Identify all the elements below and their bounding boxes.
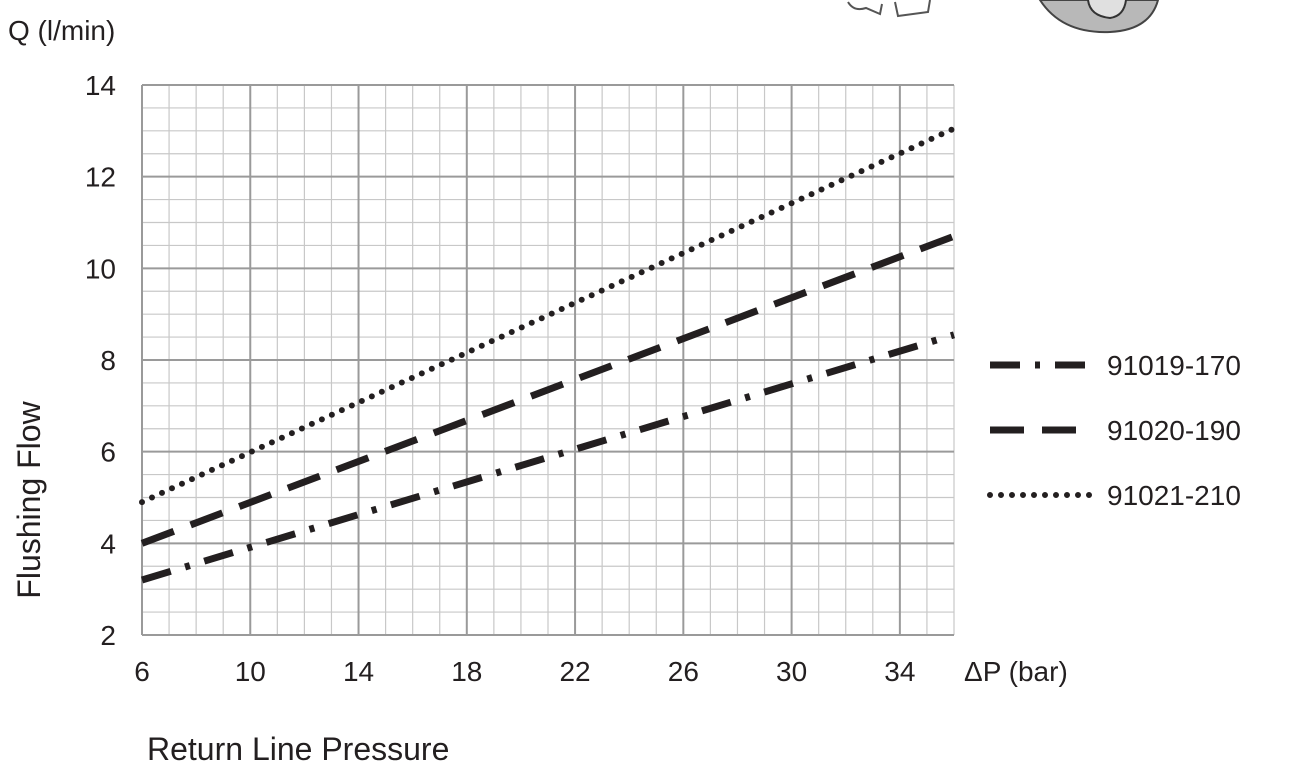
- y-unit-label: Q (l/min): [8, 15, 115, 46]
- x-tick-label: 34: [884, 656, 915, 687]
- y-axis-title: Flushing Flow: [11, 400, 47, 598]
- y-tick-label: 10: [85, 253, 116, 284]
- x-unit-label: ΔP (bar): [964, 656, 1068, 687]
- x-tick-label: 18: [451, 656, 482, 687]
- product-illustration: [847, 0, 1160, 34]
- x-tick-label: 26: [668, 656, 699, 687]
- series-line-91019-170: [140, 331, 956, 584]
- legend-label-91021-210: 91021-210: [1107, 480, 1241, 511]
- y-tick-label: 8: [100, 345, 116, 376]
- x-tick-labels: 6 10 14 18 22 26 30 34: [134, 656, 915, 687]
- y-tick-label: 12: [85, 162, 116, 193]
- major-grid: [141, 84, 954, 636]
- y-tick-labels: 2 4 6 8 10 12 14: [85, 70, 116, 651]
- y-tick-label: 4: [100, 528, 116, 559]
- series-line-91020-190: [140, 232, 956, 547]
- valve-sketch-icon: [847, 1, 883, 16]
- y-tick-label: 14: [85, 70, 116, 101]
- x-axis-title: Return Line Pressure: [147, 731, 449, 767]
- x-tick-label: 10: [235, 656, 266, 687]
- legend-label-91020-190: 91020-190: [1107, 415, 1241, 446]
- y-tick-label: 2: [100, 620, 116, 651]
- y-tick-label: 6: [100, 437, 116, 468]
- x-tick-label: 30: [776, 656, 807, 687]
- x-tick-label: 6: [134, 656, 150, 687]
- legend-label-91019-170: 91019-170: [1107, 350, 1241, 381]
- series-layer: [139, 125, 957, 584]
- x-tick-label: 22: [559, 656, 590, 687]
- x-tick-label: 14: [343, 656, 374, 687]
- legend: 91019-170 91020-190 91021-210: [987, 350, 1241, 511]
